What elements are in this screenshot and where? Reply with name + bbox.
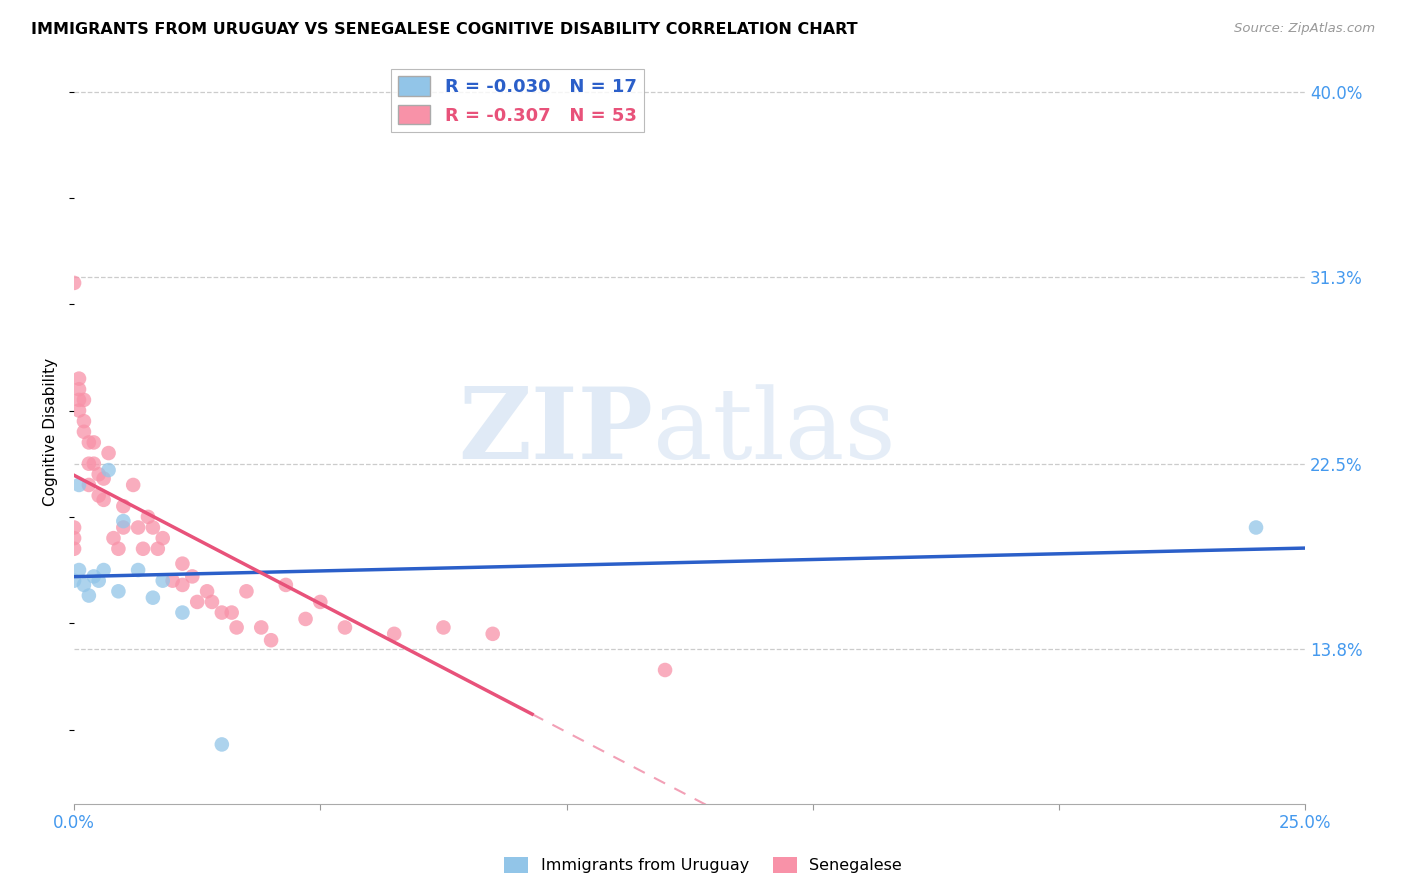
Legend: R = -0.030   N = 17, R = -0.307   N = 53: R = -0.030 N = 17, R = -0.307 N = 53 — [391, 69, 644, 132]
Point — [93, 563, 115, 577]
Point — [107, 541, 129, 556]
Y-axis label: Cognitive Disability: Cognitive Disability — [44, 358, 58, 506]
Point — [152, 574, 174, 588]
Text: Source: ZipAtlas.com: Source: ZipAtlas.com — [1234, 22, 1375, 36]
Point — [63, 276, 86, 290]
Point — [73, 578, 96, 592]
Point — [152, 531, 174, 545]
Point — [93, 472, 115, 486]
Point — [481, 627, 503, 641]
Point — [225, 620, 247, 634]
Point — [274, 578, 297, 592]
Point — [186, 595, 208, 609]
Point — [172, 606, 194, 620]
Point — [309, 595, 332, 609]
Point — [172, 557, 194, 571]
Point — [63, 520, 86, 534]
Point — [294, 612, 316, 626]
Point — [103, 531, 125, 545]
Point — [221, 606, 243, 620]
Point — [112, 520, 135, 534]
Point — [211, 606, 233, 620]
Point — [97, 446, 120, 460]
Point — [142, 591, 165, 605]
Point — [112, 514, 135, 528]
Point — [201, 595, 224, 609]
Point — [77, 478, 100, 492]
Point — [73, 392, 96, 407]
Text: atlas: atlas — [652, 384, 896, 480]
Point — [67, 382, 90, 396]
Point — [136, 509, 159, 524]
Point — [67, 478, 90, 492]
Legend: Immigrants from Uruguay, Senegalese: Immigrants from Uruguay, Senegalese — [498, 850, 908, 880]
Point — [77, 457, 100, 471]
Point — [73, 425, 96, 439]
Point — [260, 633, 283, 648]
Point — [172, 578, 194, 592]
Point — [654, 663, 676, 677]
Point — [67, 392, 90, 407]
Point — [77, 435, 100, 450]
Point — [87, 467, 110, 482]
Point — [195, 584, 218, 599]
Point — [93, 492, 115, 507]
Point — [77, 589, 100, 603]
Point — [83, 569, 105, 583]
Point — [142, 520, 165, 534]
Point — [112, 500, 135, 514]
Point — [211, 738, 233, 752]
Point — [107, 584, 129, 599]
Text: IMMIGRANTS FROM URUGUAY VS SENEGALESE COGNITIVE DISABILITY CORRELATION CHART: IMMIGRANTS FROM URUGUAY VS SENEGALESE CO… — [31, 22, 858, 37]
Point — [63, 574, 86, 588]
Point — [162, 574, 184, 588]
Point — [67, 371, 90, 385]
Point — [67, 563, 90, 577]
Point — [67, 403, 90, 417]
Point — [235, 584, 257, 599]
Point — [63, 541, 86, 556]
Point — [73, 414, 96, 428]
Point — [83, 435, 105, 450]
Point — [127, 520, 149, 534]
Point — [132, 541, 155, 556]
Point — [333, 620, 356, 634]
Point — [87, 574, 110, 588]
Point — [87, 489, 110, 503]
Point — [181, 569, 204, 583]
Point — [122, 478, 145, 492]
Point — [127, 563, 149, 577]
Point — [382, 627, 405, 641]
Point — [63, 531, 86, 545]
Point — [1244, 520, 1267, 534]
Point — [83, 457, 105, 471]
Point — [432, 620, 454, 634]
Point — [146, 541, 169, 556]
Point — [250, 620, 273, 634]
Text: ZIP: ZIP — [458, 384, 652, 480]
Point — [97, 463, 120, 477]
